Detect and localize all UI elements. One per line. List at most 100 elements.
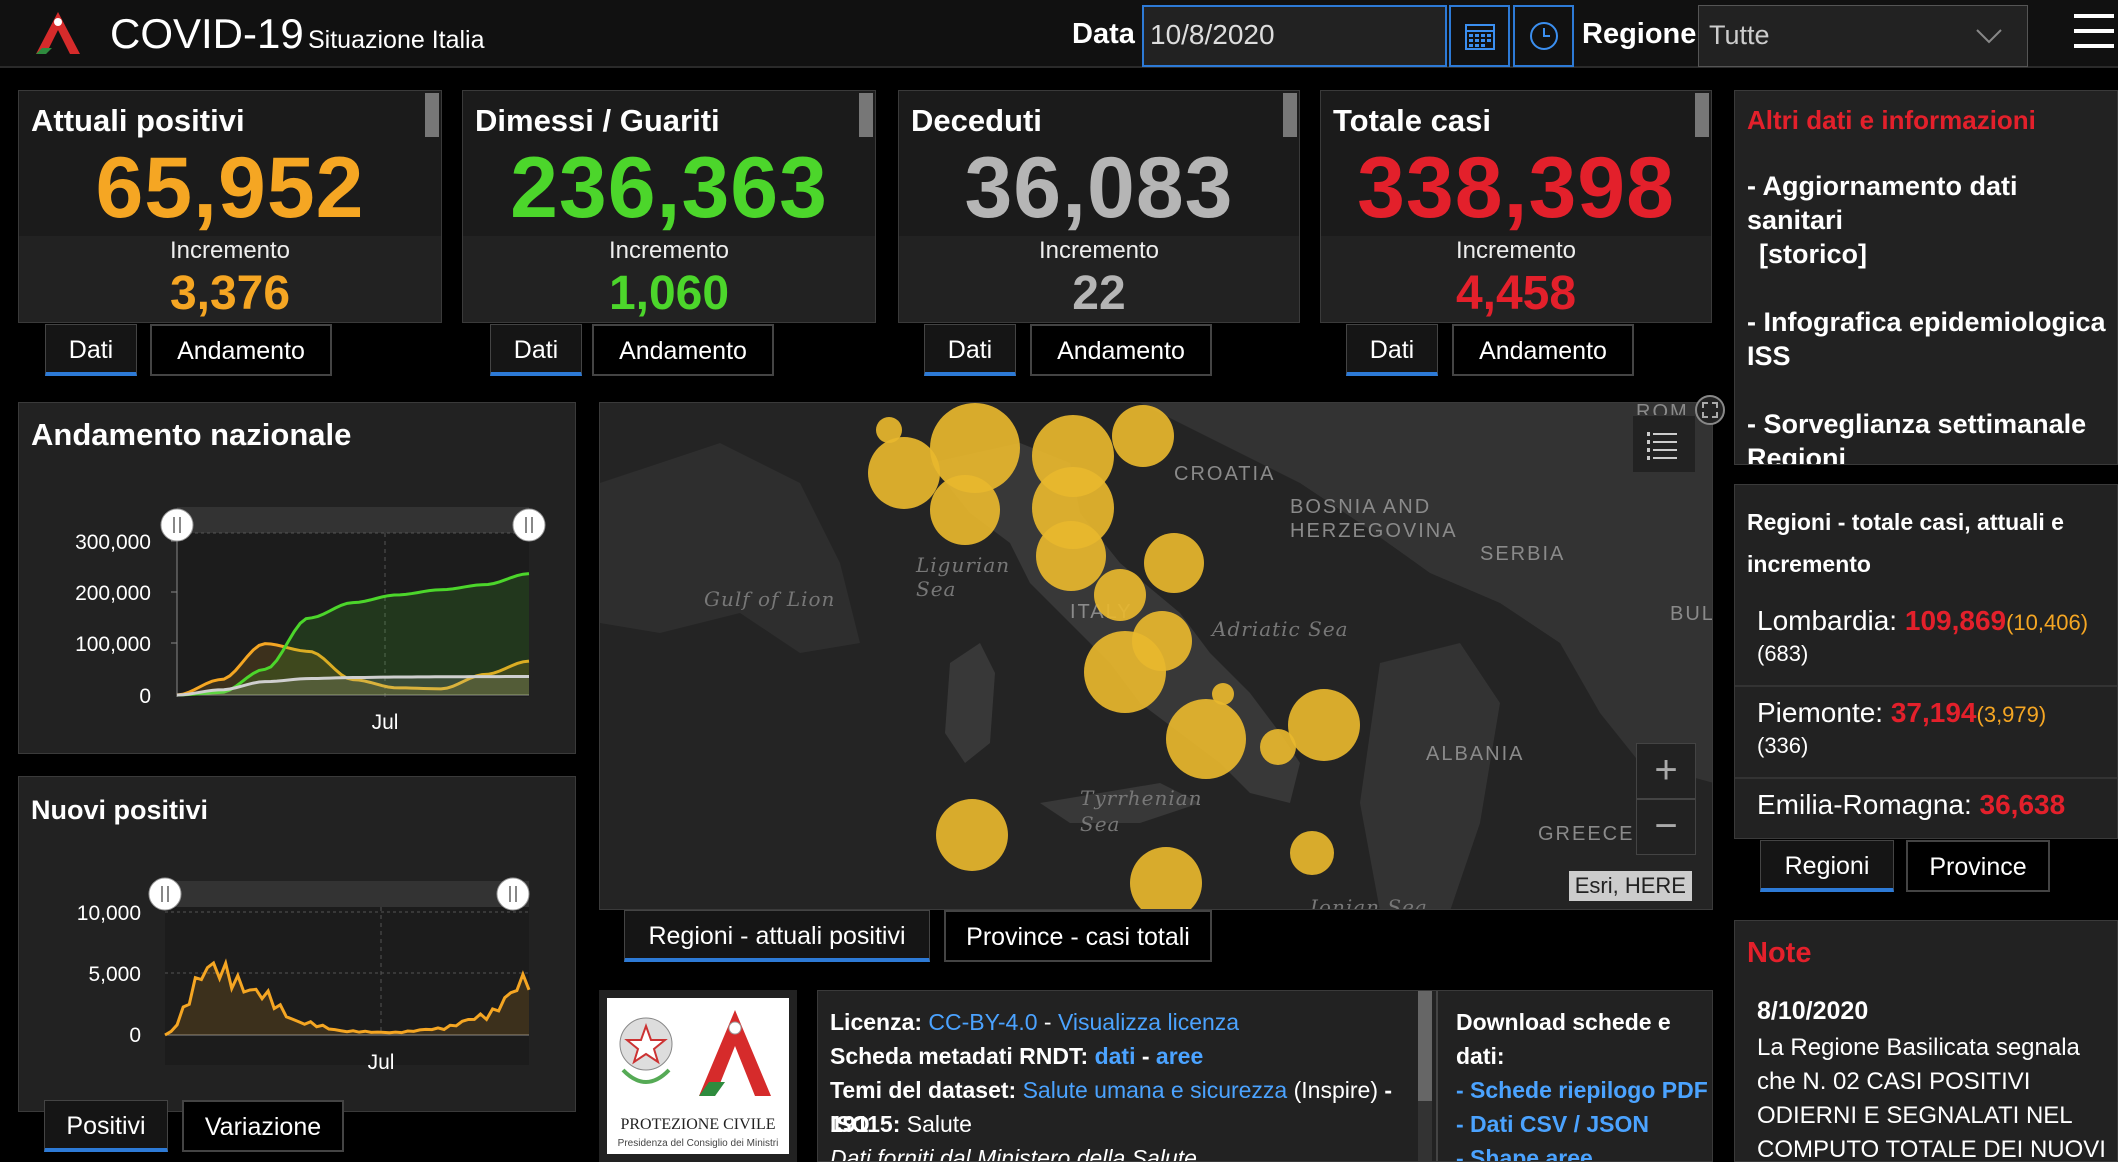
download-panel: Download schede e dati: - Schede riepilo… <box>1436 991 1712 1162</box>
range-handle-left[interactable] <box>160 508 194 542</box>
series-line <box>176 674 530 697</box>
map-view[interactable]: Gulf of Lion Ligurian Sea CROATIA BOSNIA… <box>599 402 1713 910</box>
card-deceduti: Deceduti 36,083 Incremento 22 <box>898 90 1300 323</box>
iso-value: Salute <box>906 1111 972 1137</box>
map-bubble[interactable] <box>1130 847 1202 909</box>
series-area <box>177 676 529 695</box>
map-bubble[interactable] <box>936 799 1008 871</box>
metadata-dati-link[interactable]: dati <box>1094 1043 1136 1069</box>
tab-andamento[interactable]: Andamento <box>592 324 774 376</box>
card-title: Attuali positivi <box>31 103 245 138</box>
license-panel: Licenza: CC-BY-4.0 - Visualizza licenza … <box>817 990 1713 1162</box>
region-name: Piemonte: <box>1757 697 1884 728</box>
tab-andamento[interactable]: Andamento <box>1030 324 1212 376</box>
map-bubble[interactable] <box>1260 729 1296 765</box>
tab-province[interactable]: Province <box>1906 840 2050 892</box>
altri-link-infografica[interactable]: - Infografica epidemiologica ISS <box>1747 307 2106 371</box>
download-pdf-link[interactable]: - Schede riepilogo PDF <box>1456 1077 1708 1103</box>
tab-dati[interactable]: Dati <box>45 324 137 376</box>
map-bubble[interactable] <box>1084 631 1166 713</box>
map-bubble[interactable] <box>868 437 940 509</box>
y-tick: 5,000 <box>88 963 141 986</box>
zoom-in-icon[interactable]: + <box>1636 743 1696 799</box>
map-bubble[interactable] <box>1212 683 1234 705</box>
altri-link-sorveglianza[interactable]: - Sorveglianza settimanale Regioni <box>1747 409 2087 465</box>
tab-dati[interactable]: Dati <box>1346 324 1438 376</box>
card-scrollbar[interactable] <box>1695 93 1709 137</box>
map-bubble[interactable] <box>1166 699 1246 779</box>
card-increment-label: Incremento <box>608 237 730 264</box>
map-bubble[interactable] <box>1288 689 1360 761</box>
app-header: COVID-19 Situazione Italia Data 10/8/202… <box>0 0 2118 68</box>
panel-title: Nuovi positivi <box>31 795 209 825</box>
list-item[interactable]: Piemonte: 37,194(3,979) (336) <box>1735 685 2117 769</box>
range-handle-right[interactable] <box>512 508 546 542</box>
view-license-link[interactable]: Visualizza licenza <box>1057 1009 1240 1035</box>
iso-code: 19115: <box>830 1111 901 1137</box>
license-scrollbar[interactable] <box>1418 991 1432 1161</box>
download-shape-link[interactable]: - Shape aree <box>1456 1145 1593 1162</box>
y-tick: 10,000 <box>77 902 141 925</box>
card-increment: 3,376 <box>169 267 291 320</box>
legend-button[interactable] <box>1632 415 1696 473</box>
region-deaths: (683) <box>1757 641 1809 666</box>
download-csv-link[interactable]: - Dati CSV / JSON <box>1456 1111 1649 1137</box>
map-bubble[interactable] <box>1036 521 1106 591</box>
list-item[interactable]: Emilia-Romagna: 36,638 <box>1735 777 2117 831</box>
region-deaths: (336) <box>1757 733 1809 758</box>
app-title: COVID-19 <box>110 10 304 57</box>
card-increment: 4,458 <box>1455 267 1577 320</box>
license-link[interactable]: CC-BY-4.0 <box>928 1009 1038 1035</box>
note-title: Note <box>1747 937 1812 969</box>
inspire-label: (Inspire) <box>1293 1077 1378 1103</box>
card-scrollbar[interactable] <box>859 93 873 137</box>
regione-select[interactable]: Tutte <box>1698 5 2028 67</box>
calendar-button[interactable] <box>1449 5 1510 67</box>
tab-andamento[interactable]: Andamento <box>150 324 332 376</box>
altri-link-storico[interactable]: [storico] <box>1759 239 1867 269</box>
fullscreen-icon[interactable] <box>1695 395 1725 425</box>
altri-link-aggiornamento[interactable]: - Aggiornamento dati sanitari <box>1747 171 2018 235</box>
range-handle-right[interactable] <box>496 877 530 911</box>
card-value: 236,363 <box>510 140 828 236</box>
map-label: Ionian Sea <box>1310 895 1428 910</box>
tab-variazione[interactable]: Variazione <box>182 1100 344 1152</box>
tab-dati[interactable]: Dati <box>490 324 582 376</box>
date-input[interactable]: 10/8/2020 <box>1142 5 1447 67</box>
card-value: 338,398 <box>1357 140 1675 236</box>
card-scrollbar[interactable] <box>425 93 439 137</box>
map-bubble[interactable] <box>1112 405 1174 467</box>
zoom-out-icon[interactable]: − <box>1636 799 1696 855</box>
menu-icon[interactable] <box>2074 14 2114 50</box>
tab-andamento[interactable]: Andamento <box>1452 324 1634 376</box>
note-panel: Note 8/10/2020 La Regione Basilicata seg… <box>1734 920 2118 1162</box>
tab-positivi[interactable]: Positivi <box>44 1100 168 1152</box>
card-value: 65,952 <box>95 140 365 236</box>
map-bubble[interactable] <box>1032 415 1114 497</box>
card-scrollbar[interactable] <box>1283 93 1297 137</box>
range-handle-left[interactable] <box>148 877 182 911</box>
map-bubble[interactable] <box>930 475 1000 545</box>
series-area <box>177 573 529 695</box>
card-title: Deceduti <box>911 103 1042 138</box>
time-button[interactable] <box>1513 5 1574 67</box>
map-bubble[interactable] <box>1290 831 1334 875</box>
altri-dati-panel: Altri dati e informazioni - Aggiornament… <box>1734 90 2118 465</box>
series-area <box>165 963 529 1035</box>
tab-regioni[interactable]: Regioni <box>1760 840 1894 892</box>
iso-label: ISO <box>830 1111 870 1137</box>
themes-link[interactable]: Salute umana e sicurezza <box>1022 1077 1288 1103</box>
map-bubble[interactable] <box>1094 569 1146 621</box>
y-tick: 300,000 <box>75 531 151 554</box>
tab-regioni-attuali-positivi[interactable]: Regioni - attuali positivi <box>624 910 930 962</box>
clock-icon <box>1529 22 1558 50</box>
tab-province-casi-totali[interactable]: Province - casi totali <box>944 910 1212 962</box>
andamento-chart: 300,000 200,000 100,000 0 Jul <box>75 507 546 734</box>
metadata-aree-link[interactable]: aree <box>1155 1043 1204 1069</box>
map-label: CROATIA <box>1174 463 1276 485</box>
map-attribution: Esri, HERE <box>1568 871 1692 901</box>
tab-dati[interactable]: Dati <box>924 324 1016 376</box>
map-label: GREECE <box>1538 823 1635 845</box>
map-bubble[interactable] <box>1144 533 1204 593</box>
list-item[interactable]: Lombardia: 109,869(10,406) (683) <box>1735 595 2117 677</box>
